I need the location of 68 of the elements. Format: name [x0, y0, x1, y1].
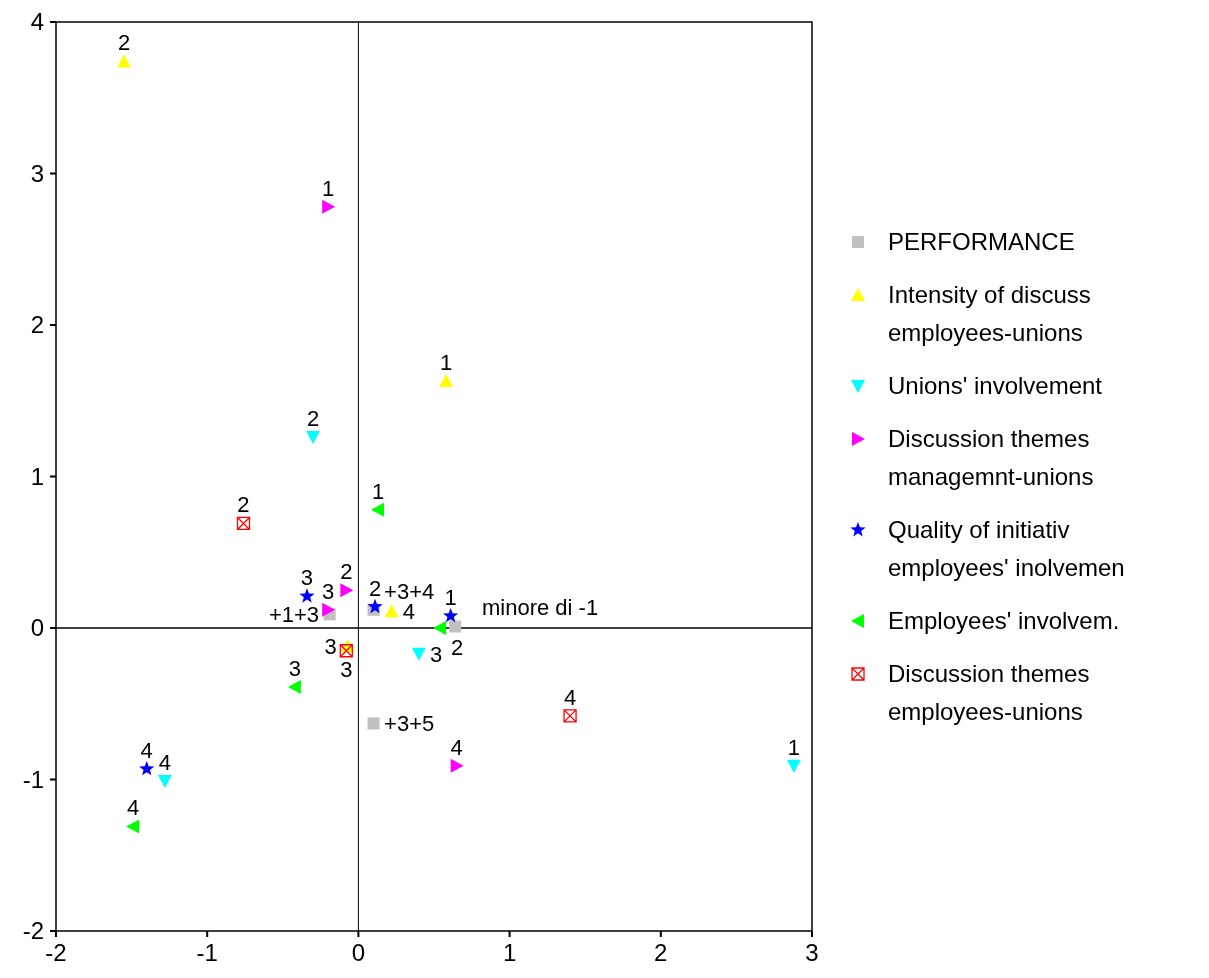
- annotation: +1+3: [268, 602, 320, 628]
- annotation: 1: [322, 175, 335, 201]
- point: [287, 680, 301, 695]
- point: [786, 759, 801, 773]
- legend-label: Employees' involvem.: [888, 607, 1120, 634]
- point: [371, 502, 385, 517]
- annotation: 4: [158, 750, 171, 776]
- legend-label: PERFORMANCE: [888, 228, 1075, 255]
- annotation: 2: [368, 575, 382, 601]
- annotation: 1: [444, 584, 457, 610]
- y-tick-label: 4: [30, 8, 44, 35]
- point: [340, 583, 354, 598]
- x-tick-label: -1: [196, 939, 218, 966]
- point: [339, 644, 353, 658]
- annotation: 1: [787, 734, 800, 760]
- point: [411, 647, 426, 661]
- annotation: 3: [322, 578, 335, 604]
- point: [117, 54, 132, 68]
- point: [443, 607, 459, 623]
- y-tick-label: -2: [22, 917, 44, 944]
- legend-label: Discussion themes employees-unions: [888, 660, 1090, 725]
- annotation: 2: [237, 492, 250, 518]
- x-tick-label: 3: [805, 939, 819, 966]
- point: [450, 758, 464, 773]
- legend-label: Quality of initiativ employees' inolvemen: [888, 516, 1125, 581]
- annotation: 3: [288, 656, 302, 682]
- y-tick-label: 0: [30, 614, 44, 641]
- point: [449, 620, 462, 633]
- point: [367, 717, 380, 730]
- annotation: 4: [140, 737, 153, 763]
- annotation: 2: [117, 30, 131, 56]
- annotation: 1: [439, 350, 453, 376]
- point: [126, 819, 140, 834]
- annotation: minore di -1: [482, 595, 599, 621]
- x-tick-label: 2: [654, 939, 668, 966]
- annotation: +3+5: [384, 711, 435, 737]
- y-tick-label: 3: [30, 159, 44, 187]
- annotation: 4: [126, 795, 140, 821]
- annotation: 1: [371, 478, 385, 504]
- y-tick-label: -1: [22, 765, 44, 793]
- point: [157, 775, 172, 789]
- annotation: 2: [340, 559, 353, 585]
- point: [299, 588, 315, 603]
- x-tick-label: 1: [502, 939, 517, 966]
- annotation: 3: [429, 641, 443, 667]
- annotation: 3: [300, 565, 314, 591]
- point: [322, 602, 336, 617]
- annotation: 4: [563, 684, 577, 710]
- annotation: 3: [324, 633, 337, 659]
- point: [433, 621, 447, 635]
- point: [139, 760, 155, 776]
- legend-label: Discussion themes managemnt-unions: [888, 425, 1094, 490]
- point: [322, 199, 336, 214]
- y-tick-label: 2: [30, 311, 44, 338]
- point: [563, 709, 577, 723]
- annotation: 4: [450, 734, 463, 760]
- x-tick-label: 0: [351, 939, 366, 966]
- legend-label: Unions' involvement: [888, 372, 1103, 399]
- annotation: 2: [451, 634, 464, 660]
- point: [367, 598, 383, 614]
- point: [384, 604, 399, 618]
- point: [439, 374, 454, 388]
- point: [306, 431, 321, 445]
- annotation: 3: [340, 657, 353, 683]
- annotation: 2: [306, 406, 320, 432]
- point: [236, 516, 251, 531]
- y-tick-label: 1: [30, 462, 44, 490]
- legend-label: Intensity of discuss employees-unions: [888, 281, 1091, 346]
